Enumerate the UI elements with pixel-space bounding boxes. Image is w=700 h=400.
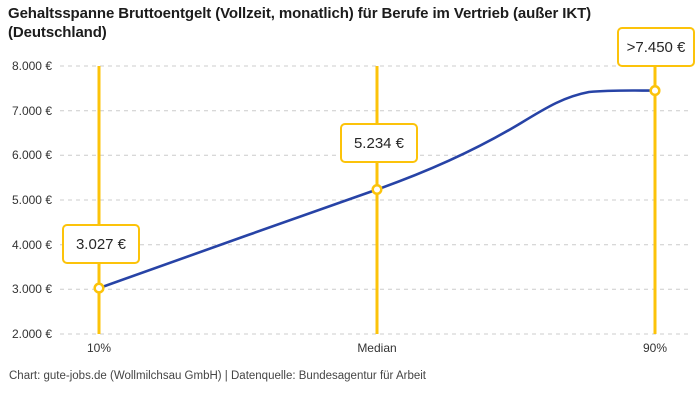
x-axis-label-median: Median — [357, 341, 397, 355]
gridlines — [60, 65, 690, 335]
chart-title: Gehaltsspanne Bruttoentgelt (Vollzeit, m… — [8, 5, 592, 41]
y-axis-label-2000: 2.000 € — [11, 327, 52, 341]
x-axis-label-p10: 10% — [86, 341, 112, 355]
value-label-median: 5.234 € — [353, 134, 405, 152]
attribution: Chart: gute-jobs.de (Wollmilchsau GmbH) … — [9, 370, 426, 382]
y-axis-label-7000: 7.000 € — [11, 104, 52, 118]
x-axis-label-p90: 90% — [642, 341, 668, 355]
value-box-median: 5.234 € — [340, 123, 418, 163]
y-axis-label-3000: 3.000 € — [11, 282, 52, 296]
value-label-p90: >7.450 € — [626, 38, 686, 56]
marker-p90 — [649, 85, 661, 97]
salary-curve — [97, 89, 657, 290]
y-axis-label-4000: 4.000 € — [11, 238, 52, 252]
y-axis-label-5000: 5.000 € — [11, 193, 52, 207]
y-axis-label-8000: 8.000 € — [11, 59, 52, 73]
value-box-p90: >7.450 € — [617, 27, 695, 67]
value-box-p10: 3.027 € — [62, 224, 140, 264]
marker-median — [371, 183, 383, 196]
value-label-p10: 3.027 € — [75, 235, 127, 253]
marker-p10 — [93, 282, 105, 294]
y-axis-label-6000: 6.000 € — [11, 148, 52, 162]
